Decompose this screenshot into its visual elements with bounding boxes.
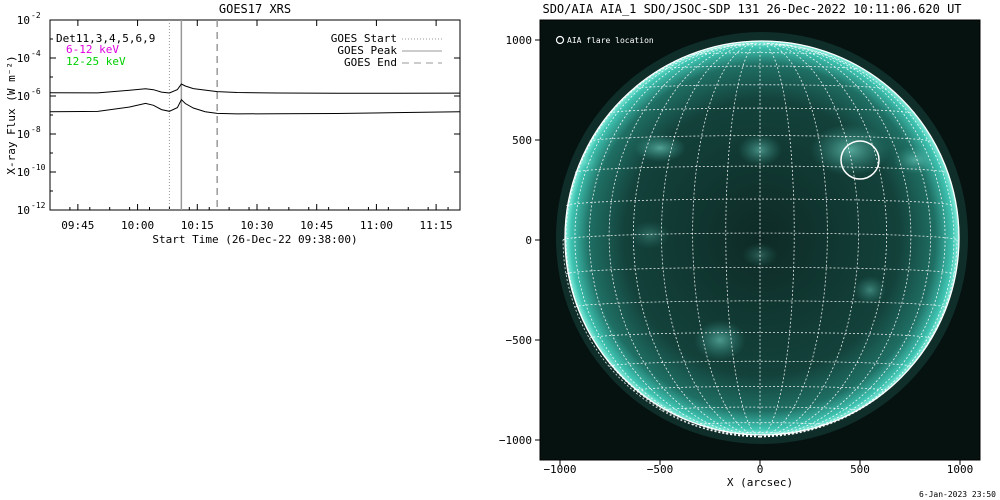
longitude-line [759,43,932,438]
goes-y-axis-label: X-ray Flux (W m⁻²) [5,55,18,174]
goes-y-tick-exponent: -12 [31,201,46,210]
latitude-line [589,135,931,142]
aia-x-axis-label: X (arcsec) [727,476,793,489]
aia-y-tick-label: 1000 [506,34,533,47]
goes-y-tick-exponent: -8 [31,125,41,134]
longitude-line [759,42,859,438]
longitude-line [759,42,887,438]
flare-annotation: AIA flare location [567,36,654,45]
longitude-line [661,42,761,438]
longitude-line [562,239,761,438]
goes-x-axis: 09:45 10:00 10:15 10:30 10:45 11:00 11:15 [49,20,453,232]
goes-y-tick-exponent: -2 [31,11,41,20]
goes-y-tick-label: 10 [17,128,30,141]
aia-x-tick-label: 0 [757,463,764,476]
longitude-line [692,42,761,438]
longitude-line [759,42,828,438]
latitude-line [633,385,887,391]
goes-y-tick-label: 10 [17,14,30,27]
aia-y-tick-label: 0 [525,234,532,247]
latitude-line [661,406,859,411]
latitude-line [562,232,958,241]
goes-y-tick-exponent: -4 [31,49,41,58]
goes-y-tick-exponent: -6 [31,87,41,96]
goes-y-tick-label: 10 [17,166,30,179]
aia-y-tick-label: 500 [512,134,532,147]
flare-location-marker [840,140,880,180]
goes-x-tick-label: 10:45 [300,219,333,232]
longitude-line [759,239,958,438]
goes-x-tick-label: 10:00 [121,219,154,232]
channel-label-6-12: 6-12 keV [66,43,119,56]
aia-title: SDO/AIA AIA_1 SDO/JSOC-SDP 131 26-Dec-20… [542,2,961,16]
longitude-line [633,42,761,438]
goes-event-lines [168,20,218,210]
goes-title: GOES17 XRS [219,2,291,16]
goes-y-tick-label: 10 [17,52,30,65]
footer-timestamp: 6-Jan-2023 23:50 [919,490,996,499]
goes-legend: GOES Start GOES Peak GOES End [331,32,442,69]
legend-goes-end: GOES End [344,56,397,69]
goes-x-tick-label: 10:30 [240,219,273,232]
longitude-line [588,43,761,438]
goes-x-tick-label: 10:15 [181,219,214,232]
latitude-line [661,65,859,70]
aia-x-axis: −1000 −500 0 500 1000 [543,460,973,476]
aia-y-axis: 1000 500 0 −500 −1000 [499,34,540,447]
goes-series-upper [49,83,461,94]
aia-x-tick-label: 1000 [947,463,974,476]
goes-y-tick-label: 10 [17,204,30,217]
goes-x-tick-label: 11:00 [360,219,393,232]
goes-series [49,83,461,115]
aia-x-tick-label: 500 [850,463,870,476]
latitude-line [566,198,954,206]
longitude-line [759,43,912,438]
goes-series-lower [49,98,461,115]
longitude-line [759,42,795,438]
longitude-line [725,42,761,438]
aia-image-panel: SDO/AIA AIA_1 SDO/JSOC-SDP 131 26-Dec-20… [499,2,981,489]
legend-goes-start: GOES Start [331,32,397,45]
longitude-line [608,43,761,438]
latitude-line [574,165,946,173]
channel-label-12-25: 12-25 keV [66,55,126,68]
solar-limb [564,40,960,436]
aia-x-tick-label: −500 [647,463,674,476]
goes-x-tick-label: 11:15 [420,219,453,232]
aia-x-tick-label: −1000 [543,463,576,476]
aia-y-tick-label: −500 [506,334,533,347]
annotation-marker-icon [555,35,565,45]
goes-y-tick-exponent: -10 [31,163,46,172]
goes-x-tick-label: 09:45 [61,219,94,232]
goes-x-axis-label: Start Time (26-Dec-22 09:38:00) [152,233,357,246]
latitude-line [608,360,912,367]
heliographic-grid [562,42,958,438]
aia-y-tick-label: −1000 [499,434,532,447]
legend-goes-peak: GOES Peak [337,44,397,57]
goes-y-tick-label: 10 [17,90,30,103]
detector-label: Det11,3,4,5,6,9 [56,32,155,45]
